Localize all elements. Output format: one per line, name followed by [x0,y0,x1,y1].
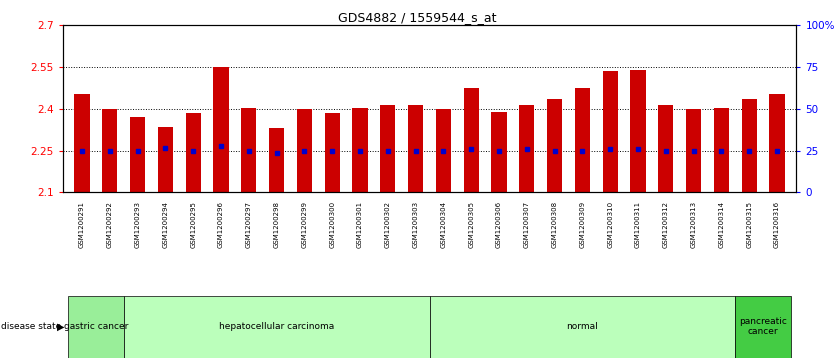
Text: GSM1200291: GSM1200291 [79,201,85,248]
Bar [185,113,201,192]
Bar [741,99,757,192]
Bar [408,105,423,192]
Text: GSM1200301: GSM1200301 [357,201,363,248]
Text: GSM1200300: GSM1200300 [329,201,335,248]
Text: GSM1200315: GSM1200315 [746,201,752,248]
Bar [324,113,340,192]
Bar [214,67,229,192]
Text: GSM1200298: GSM1200298 [274,201,279,248]
Text: GSM1200305: GSM1200305 [468,201,475,248]
Bar [297,109,312,192]
Bar [631,70,646,192]
Text: GSM1200311: GSM1200311 [635,201,641,248]
Text: GSM1200296: GSM1200296 [218,201,224,248]
Bar [68,296,123,358]
Text: gastric cancer: gastric cancer [63,322,128,331]
Text: GDS4882 / 1559544_s_at: GDS4882 / 1559544_s_at [338,11,496,24]
Text: GSM1200314: GSM1200314 [718,201,725,248]
Text: GSM1200304: GSM1200304 [440,201,446,248]
Text: GSM1200297: GSM1200297 [246,201,252,248]
Text: GSM1200292: GSM1200292 [107,201,113,248]
Text: GSM1200309: GSM1200309 [580,201,585,248]
Text: GSM1200299: GSM1200299 [301,201,308,248]
Text: GSM1200310: GSM1200310 [607,201,613,248]
Text: GSM1200308: GSM1200308 [551,201,558,248]
Bar [380,105,395,192]
Bar [686,109,701,192]
Text: GSM1200295: GSM1200295 [190,201,196,248]
Bar [74,94,90,192]
Bar [769,94,785,192]
Text: GSM1200303: GSM1200303 [413,201,419,248]
Bar [158,127,173,192]
Bar [102,109,118,192]
Bar [269,129,284,192]
Text: GSM1200306: GSM1200306 [496,201,502,248]
Bar [714,107,729,192]
Bar [464,88,479,192]
Text: GSM1200307: GSM1200307 [524,201,530,248]
Bar [602,71,618,192]
Text: GSM1200293: GSM1200293 [134,201,141,248]
Bar [658,105,674,192]
Bar [430,296,736,358]
Text: ▶: ▶ [57,322,64,332]
Text: disease state: disease state [1,322,61,331]
Text: pancreatic
cancer: pancreatic cancer [739,317,787,337]
Bar [736,296,791,358]
Bar [130,117,145,192]
Text: normal: normal [566,322,598,331]
Bar [519,105,535,192]
Bar [491,112,507,192]
Bar [123,296,430,358]
Bar [575,88,590,192]
Text: GSM1200312: GSM1200312 [663,201,669,248]
Bar [352,107,368,192]
Bar [241,107,256,192]
Text: GSM1200294: GSM1200294 [163,201,168,248]
Text: GSM1200302: GSM1200302 [384,201,391,248]
Bar [435,109,451,192]
Text: hepatocellular carcinoma: hepatocellular carcinoma [219,322,334,331]
Text: GSM1200316: GSM1200316 [774,201,780,248]
Text: GSM1200313: GSM1200313 [691,201,696,248]
Bar [547,99,562,192]
